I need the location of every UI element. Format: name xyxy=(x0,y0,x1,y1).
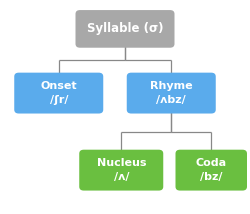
FancyBboxPatch shape xyxy=(14,73,103,114)
FancyBboxPatch shape xyxy=(76,10,174,48)
Text: Onset
/ʃr/: Onset /ʃr/ xyxy=(40,81,77,105)
FancyBboxPatch shape xyxy=(127,73,216,114)
Text: Syllable (σ): Syllable (σ) xyxy=(87,22,163,35)
FancyBboxPatch shape xyxy=(79,150,163,191)
Text: Rhyme
/ʌbz/: Rhyme /ʌbz/ xyxy=(150,81,192,105)
FancyBboxPatch shape xyxy=(176,150,247,191)
Text: Nucleus
/ʌ/: Nucleus /ʌ/ xyxy=(96,158,146,182)
Text: Coda
/bz/: Coda /bz/ xyxy=(196,158,227,182)
